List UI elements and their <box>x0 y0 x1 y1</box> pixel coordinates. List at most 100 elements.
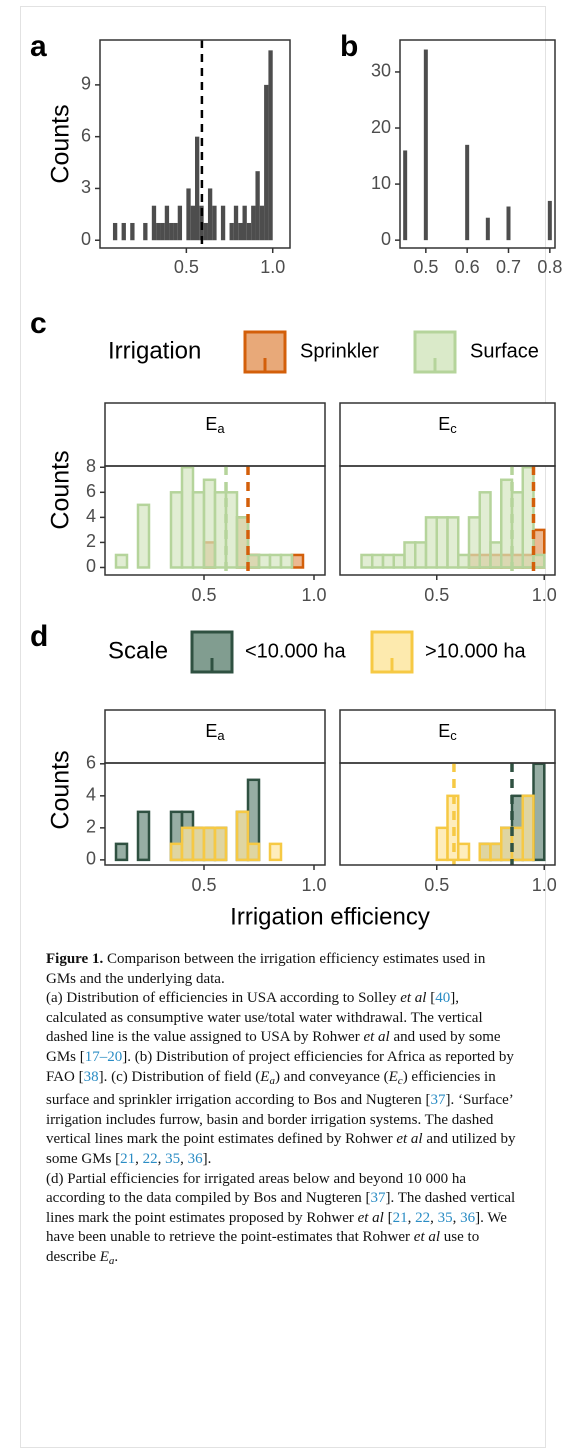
caption-paragraph: Figure 1. Comparison between the irrigat… <box>46 950 518 989</box>
y-tick-label: 9 <box>81 74 91 94</box>
bar <box>547 200 552 241</box>
y-tick-label: 2 <box>86 531 96 551</box>
histogram-bar <box>190 205 195 241</box>
citation: 37 <box>370 1190 386 1207</box>
x-tick-label: 0.5 <box>174 257 199 277</box>
figure-caption: Figure 1. Comparison between the irrigat… <box>46 950 518 1272</box>
facet-strip <box>104 709 326 764</box>
caption-text: ]. <box>202 1150 212 1167</box>
citation: 36 <box>187 1150 203 1167</box>
citation: 38 <box>83 1068 99 1085</box>
y-tick-label: 0 <box>381 229 391 249</box>
y-tick-label: 0 <box>86 849 96 869</box>
caption-text: E <box>99 1248 109 1265</box>
histogram-bar <box>121 222 126 241</box>
histogram-bar <box>191 491 206 569</box>
x-tick-label: 0.8 <box>537 257 562 277</box>
histogram-bar <box>195 136 200 241</box>
facet-label: Ea <box>205 721 225 744</box>
histogram-bar <box>202 826 217 862</box>
caption-text: , <box>452 1209 461 1226</box>
caption-text: (a) Distribution of efficiencies in USA … <box>46 990 401 1007</box>
y-tick-label: 10 <box>371 173 391 193</box>
plot-panel <box>114 778 283 862</box>
histogram-bar <box>446 516 460 569</box>
citation: 22 <box>415 1209 431 1226</box>
histogram-bar <box>151 205 157 241</box>
caption-text: a <box>269 1074 275 1087</box>
legend-title: Irrigation <box>108 337 201 364</box>
histogram-bar <box>251 205 256 241</box>
histogram-bar <box>264 84 269 241</box>
histogram-bar <box>238 222 243 241</box>
y-tick-label: 3 <box>81 177 91 197</box>
histogram-bar <box>177 205 183 241</box>
histogram-bar <box>235 516 250 569</box>
caption-text: et al <box>357 1209 384 1226</box>
citation: 35 <box>437 1209 453 1226</box>
histogram-bar <box>156 222 161 241</box>
plot-panel <box>403 49 552 241</box>
histogram-bar <box>213 826 228 862</box>
plot-panel <box>435 762 546 865</box>
histogram-bar <box>180 466 195 569</box>
legend-label: <10.000 ha <box>245 640 347 662</box>
y-axis-label: Counts <box>47 750 75 829</box>
legend-label: Surface <box>470 340 539 362</box>
caption-text: ]. (b) Distribution of project efficienc… <box>46 1048 514 1085</box>
x-tick-label: 0.5 <box>413 257 438 277</box>
facet-label-main: E <box>205 721 217 741</box>
caption-text: et al <box>413 1229 441 1246</box>
histogram-bar <box>235 810 250 862</box>
x-tick-label: 0.7 <box>496 257 521 277</box>
citation: 21 <box>392 1209 408 1226</box>
panel-border <box>339 762 556 866</box>
histogram-bar <box>478 842 492 862</box>
legend-label: >10.000 ha <box>425 640 527 662</box>
panel-border <box>339 465 556 576</box>
caption-text: [ <box>426 990 436 1007</box>
y-axis-label: Counts <box>47 450 75 529</box>
histogram-bar <box>173 222 178 241</box>
facet-label-main: E <box>205 414 217 434</box>
y-tick-label: 20 <box>371 117 391 137</box>
caption-text: , <box>180 1150 188 1167</box>
caption-text: c <box>397 1074 403 1087</box>
x-tick-label: 1.0 <box>532 875 557 895</box>
histogram-bar <box>169 491 184 569</box>
y-tick-label: 4 <box>86 785 96 805</box>
x-tick-label: 0.6 <box>455 257 480 277</box>
histogram-bar <box>246 842 261 862</box>
x-axis-label: Irrigation efficiency <box>230 903 430 930</box>
caption-text: use to describe <box>46 1229 480 1265</box>
bar <box>465 144 470 241</box>
histogram-bar <box>255 171 260 241</box>
caption-text: , <box>157 1150 166 1167</box>
y-tick-label: 8 <box>86 456 96 476</box>
facet-strip <box>339 709 556 764</box>
caption-text: ) efficiencies in surface and sprinkler … <box>46 1068 496 1109</box>
y-tick-label: 0 <box>81 229 91 249</box>
facet-label-main: E <box>438 414 450 434</box>
legend-label: Sprinkler <box>300 340 379 362</box>
y-tick-label: 6 <box>81 125 91 145</box>
panel-letter: a <box>30 30 47 63</box>
histogram-bar <box>268 553 283 569</box>
y-tick-label: 0 <box>86 556 96 576</box>
citation: 21 <box>120 1150 136 1167</box>
facet-label-subscript: a <box>217 421 225 436</box>
caption-text: [ <box>383 1209 393 1226</box>
caption-text: Figure 1. <box>46 951 104 967</box>
caption-text: et al <box>363 1029 390 1046</box>
panel-border <box>99 39 291 249</box>
citation: 22 <box>142 1150 158 1167</box>
citation: 17–20 <box>84 1048 123 1065</box>
y-tick-label: 6 <box>86 753 96 773</box>
histogram-bar <box>532 553 546 569</box>
histogram-bar <box>202 478 217 569</box>
y-tick-label: 4 <box>86 506 96 526</box>
histogram-bar <box>381 553 395 569</box>
histogram-bar <box>268 842 283 862</box>
facet-label-main: E <box>438 721 450 741</box>
